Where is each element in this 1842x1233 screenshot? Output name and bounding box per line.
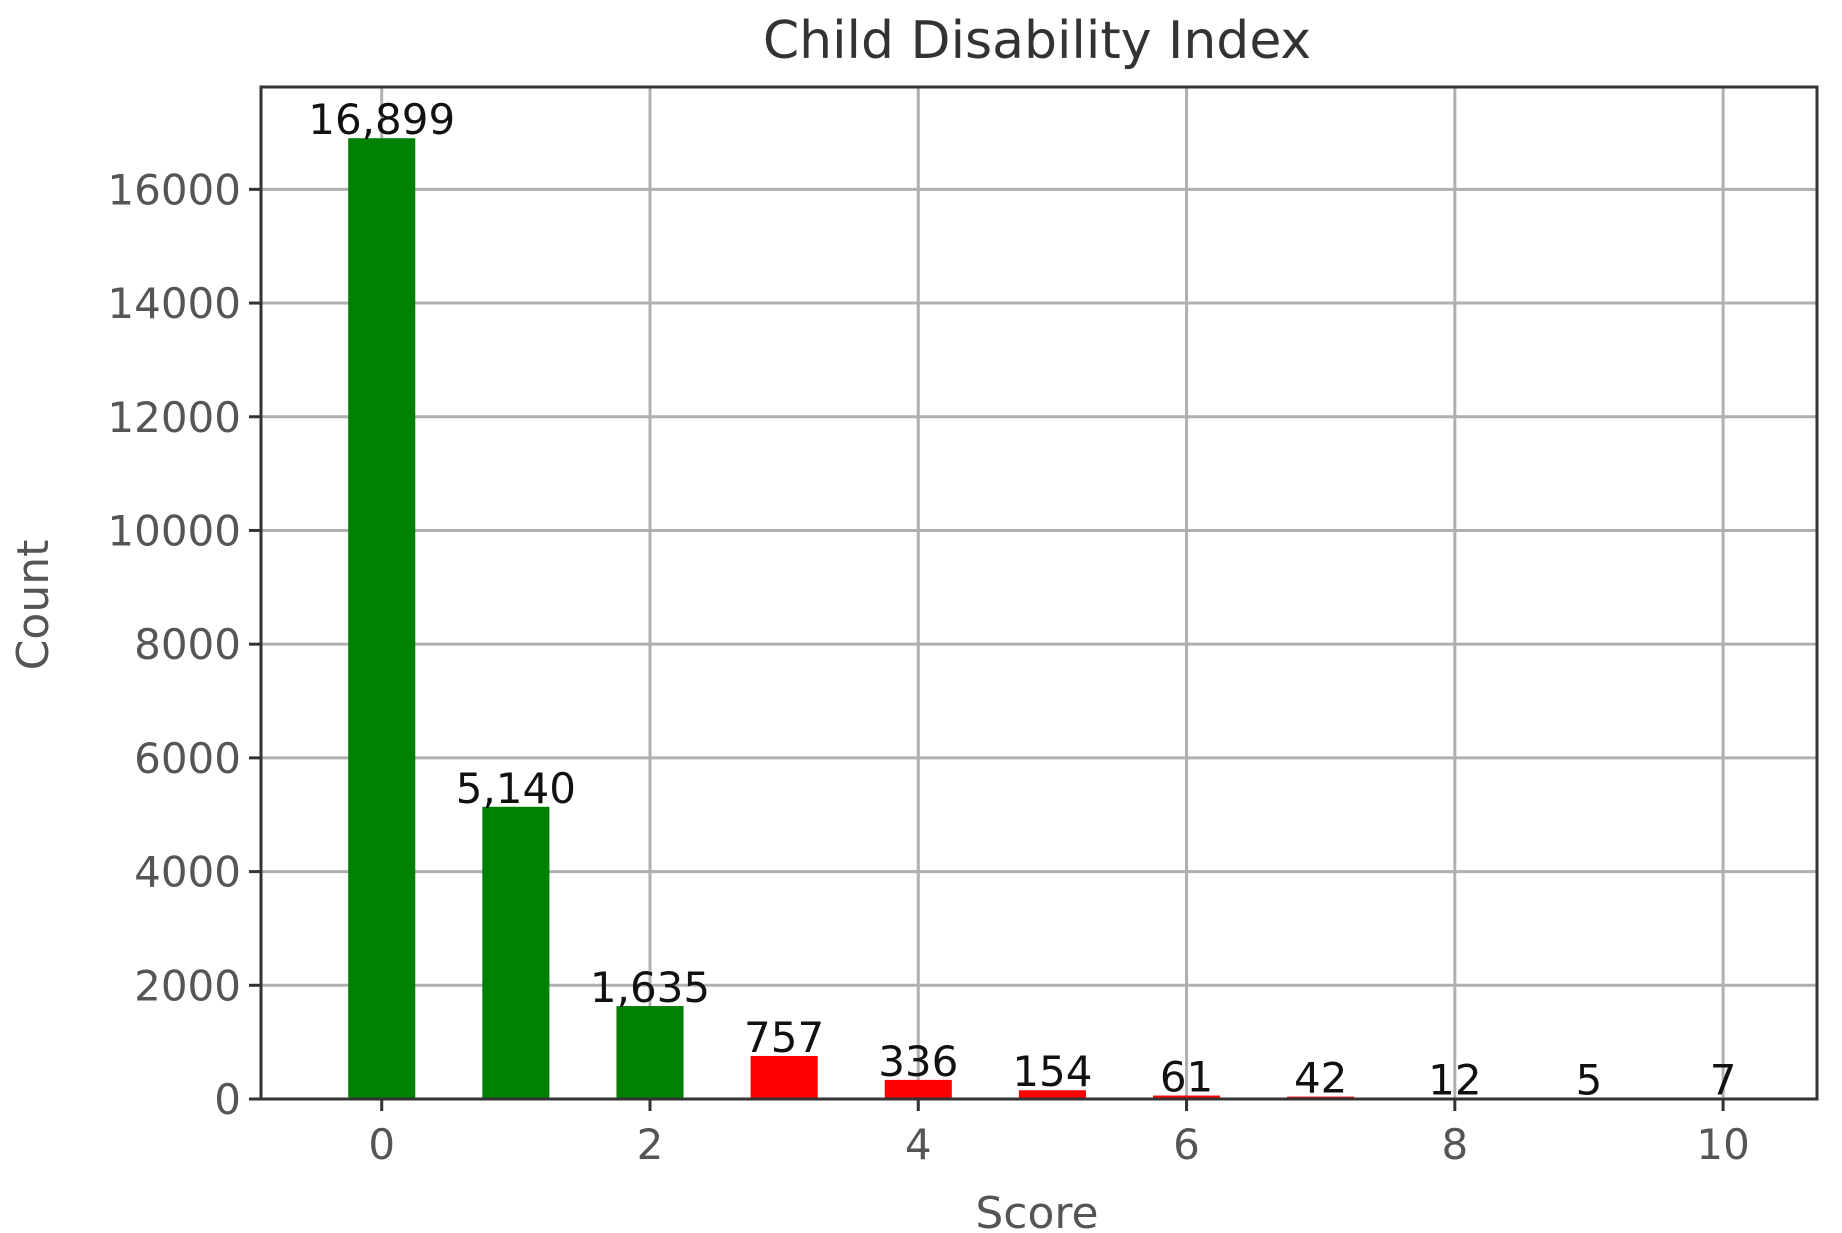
plot-frame (259, 85, 1819, 1101)
data-label: 7 (1710, 1056, 1737, 1105)
y-tick-label: 4000 (134, 848, 241, 897)
bar (348, 138, 416, 1099)
chart-title: Child Disability Index (763, 11, 1311, 71)
data-labels: 16,899 5,140 1,635 757 336 154 61 42 12 5 7 (308, 95, 1736, 1104)
y-tick-label: 10000 (107, 506, 241, 555)
data-label: 5 (1576, 1056, 1603, 1105)
x-axis-ticks: 0 2 4 6 8 10 (368, 1099, 1750, 1169)
x-tick-label: 6 (1173, 1120, 1200, 1169)
y-axis-ticks: 0 2000 4000 6000 8000 10000 12000 14000 16000 (107, 165, 261, 1124)
x-tick-label: 8 (1441, 1120, 1468, 1169)
data-label: 16,899 (308, 95, 455, 144)
y-tick-label: 16000 (107, 165, 241, 214)
data-label: 12 (1428, 1055, 1481, 1104)
bar (884, 1079, 952, 1099)
data-label: 336 (878, 1037, 958, 1086)
bar (1018, 1090, 1086, 1099)
bars (348, 138, 1757, 1099)
x-axis-label: Score (975, 1188, 1098, 1233)
x-tick-label: 4 (905, 1120, 932, 1169)
x-tick-label: 10 (1696, 1120, 1749, 1169)
grid-lines (261, 87, 1817, 1101)
bar (750, 1055, 818, 1099)
y-tick-label: 8000 (134, 620, 241, 669)
data-label: 42 (1294, 1054, 1347, 1103)
bar (482, 806, 550, 1099)
y-tick-label: 14000 (107, 279, 241, 328)
y-axis-label: Count (8, 540, 59, 671)
y-tick-label: 6000 (134, 734, 241, 783)
y-tick-label: 0 (214, 1075, 241, 1124)
y-tick-label: 12000 (107, 393, 241, 442)
y-tick-label: 2000 (134, 961, 241, 1010)
bar (616, 1006, 684, 1099)
x-tick-label: 2 (637, 1120, 664, 1169)
bar (1153, 1095, 1221, 1099)
data-label: 154 (1012, 1047, 1092, 1096)
data-label: 61 (1160, 1053, 1213, 1102)
data-label: 757 (744, 1013, 824, 1062)
x-tick-label: 0 (368, 1120, 395, 1169)
data-label: 1,635 (590, 963, 710, 1012)
data-label: 5,140 (456, 764, 576, 813)
